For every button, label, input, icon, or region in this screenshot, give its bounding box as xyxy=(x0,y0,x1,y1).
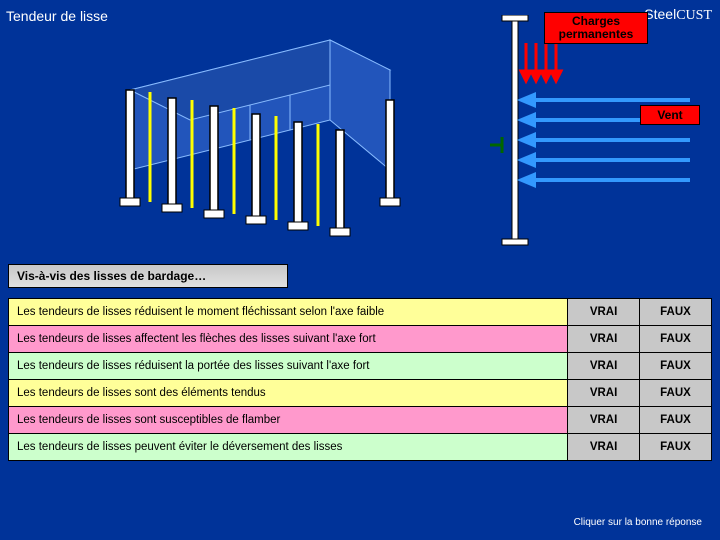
question-text: Les tendeurs de lisses réduisent la port… xyxy=(9,353,568,380)
question-text: Les tendeurs de lisses affectent les flè… xyxy=(9,326,568,353)
question-text: Les tendeurs de lisses sont des éléments… xyxy=(9,380,568,407)
section-header: Vis-à-vis des lisses de bardage… xyxy=(8,264,288,288)
question-text: Les tendeurs de lisses réduisent le mome… xyxy=(9,299,568,326)
question-text: Les tendeurs de lisses peuvent éviter le… xyxy=(9,434,568,461)
answer-faux[interactable]: FAUX xyxy=(640,353,712,380)
load-diagram xyxy=(490,15,710,255)
vent-label: Vent xyxy=(640,105,700,125)
quiz-table: Les tendeurs de lisses réduisent le mome… xyxy=(8,298,712,461)
building-diagram xyxy=(90,20,420,250)
answer-vrai[interactable]: VRAI xyxy=(568,299,640,326)
answer-vrai[interactable]: VRAI xyxy=(568,407,640,434)
answer-faux[interactable]: FAUX xyxy=(640,407,712,434)
answer-faux[interactable]: FAUX xyxy=(640,326,712,353)
answer-faux[interactable]: FAUX xyxy=(640,380,712,407)
answer-vrai[interactable]: VRAI xyxy=(568,326,640,353)
answer-faux[interactable]: FAUX xyxy=(640,299,712,326)
answer-faux[interactable]: FAUX xyxy=(640,434,712,461)
answer-vrai[interactable]: VRAI xyxy=(568,434,640,461)
charges-label: Chargespermanentes xyxy=(544,12,648,44)
footer-hint: Cliquer sur la bonne réponse xyxy=(574,517,702,528)
answer-vrai[interactable]: VRAI xyxy=(568,380,640,407)
answer-vrai[interactable]: VRAI xyxy=(568,353,640,380)
question-text: Les tendeurs de lisses sont susceptibles… xyxy=(9,407,568,434)
